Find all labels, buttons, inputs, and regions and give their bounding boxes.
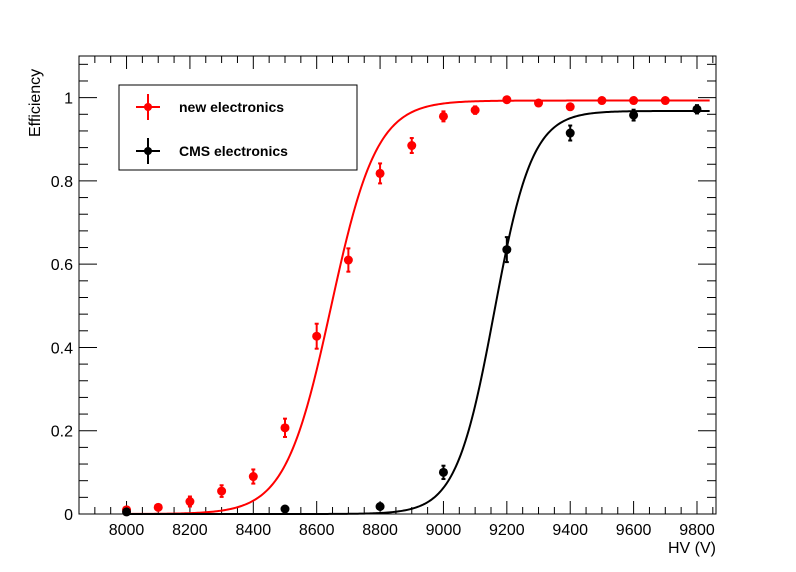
data-marker: [597, 96, 607, 106]
data-point-series-1: [248, 468, 258, 485]
x-tick-label: 8400: [236, 522, 272, 539]
data-marker: [122, 507, 132, 517]
data-marker: [629, 96, 639, 106]
x-axis-title: HV (V): [668, 540, 716, 557]
data-marker: [692, 104, 702, 114]
data-marker: [438, 467, 448, 477]
y-tick-label: 0.8: [51, 174, 73, 191]
data-point-series-2: [280, 504, 290, 514]
data-points: [122, 95, 702, 517]
legend-label: CMS electronics: [179, 143, 288, 159]
data-point-series-1: [153, 502, 163, 512]
x-tick-label: 8800: [362, 522, 398, 539]
legend-box: [118, 84, 358, 171]
data-point-series-1: [565, 102, 575, 112]
data-point-series-2: [122, 507, 132, 517]
data-point-series-1: [438, 110, 448, 123]
plot-frame: [78, 55, 717, 515]
y-tick-label: 1: [64, 91, 73, 108]
data-point-series-1: [534, 98, 544, 108]
x-tick-label: 8000: [109, 522, 145, 539]
y-tick-label: 0.6: [51, 257, 73, 274]
data-marker: [375, 502, 385, 512]
data-marker: [565, 102, 575, 112]
data-marker: [502, 95, 512, 105]
data-point-series-2: [438, 464, 448, 481]
data-point-series-1: [312, 322, 322, 350]
x-tick-label: 9000: [426, 522, 462, 539]
axes: 8000 8200 8400 8600 8800 9000 9200 9400 9600 9800…: [51, 56, 716, 539]
data-point-series-1: [502, 95, 512, 105]
x-tick-label: 9600: [616, 522, 652, 539]
data-marker: [502, 245, 512, 255]
data-point-series-1: [660, 96, 670, 106]
data-marker: [343, 255, 353, 265]
x-tick-label: 8200: [172, 522, 208, 539]
legend-marker-dot: [144, 103, 152, 111]
x-tick-label: 9800: [679, 522, 715, 539]
data-marker: [217, 486, 227, 496]
data-marker: [312, 331, 322, 341]
legend-item-new-electronics: new electronics: [136, 94, 284, 120]
data-marker: [660, 96, 670, 106]
data-marker: [470, 105, 480, 115]
data-marker: [248, 472, 258, 482]
fit-curve-series-1: [126, 99, 710, 515]
data-point-series-1: [217, 484, 227, 498]
y-tick-label: 0: [64, 507, 73, 524]
data-point-series-2: [375, 502, 385, 512]
legend-item-cms-electronics: CMS electronics: [136, 138, 288, 164]
data-point-series-2: [565, 124, 575, 142]
y-tick-label: 0.2: [51, 424, 73, 441]
data-marker: [565, 128, 575, 138]
fit-curve-series-2: [126, 109, 710, 515]
data-point-series-2: [629, 108, 639, 122]
data-marker: [629, 110, 639, 120]
x-tick-label: 9400: [552, 522, 588, 539]
data-point-series-1: [343, 247, 353, 273]
data-marker: [185, 497, 195, 507]
data-point-series-1: [597, 96, 607, 106]
data-point-series-1: [280, 417, 290, 438]
legend: new electronics CMS electronics: [118, 84, 358, 171]
x-tick-label: 9200: [489, 522, 525, 539]
data-point-series-1: [470, 105, 480, 115]
fit-curves: [126, 99, 710, 515]
data-marker: [407, 141, 417, 151]
data-point-series-1: [185, 495, 195, 508]
data-point-series-1: [375, 162, 385, 185]
legend-marker-dot: [144, 147, 152, 155]
data-point-series-2: [692, 104, 702, 115]
data-marker: [375, 168, 385, 178]
x-tick-label: 8600: [299, 522, 335, 539]
y-axis-title: Efficiency: [27, 69, 44, 137]
data-point-series-1: [407, 137, 417, 155]
y-tick-label: 0.4: [51, 340, 73, 357]
data-marker: [438, 111, 448, 121]
legend-label: new electronics: [179, 99, 284, 115]
data-marker: [153, 502, 163, 512]
data-marker: [280, 423, 290, 433]
data-point-series-1: [629, 96, 639, 106]
data-point-series-2: [502, 236, 512, 264]
data-marker: [280, 504, 290, 514]
data-marker: [534, 98, 544, 108]
